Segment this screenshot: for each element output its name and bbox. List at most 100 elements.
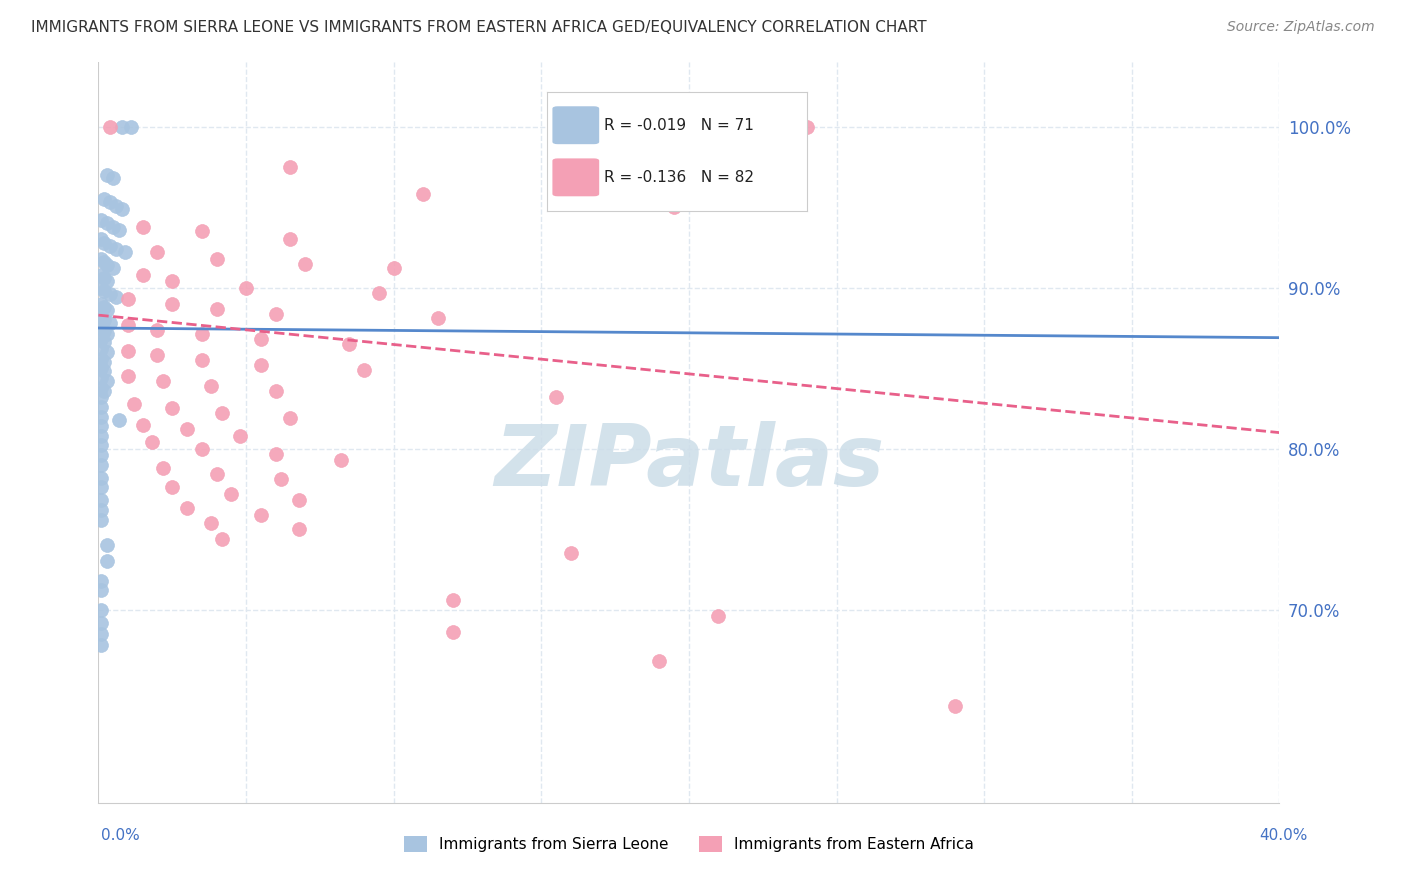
Point — [93, 284, 115, 298]
Point — [280, 232, 302, 246]
Point — [90, 419, 112, 434]
Point — [250, 332, 273, 346]
Point — [90, 321, 112, 335]
Point — [280, 411, 302, 425]
Point — [90, 380, 112, 394]
Point — [90, 448, 112, 462]
Point — [114, 245, 136, 260]
Point — [90, 503, 112, 517]
Point — [96, 538, 118, 552]
Point — [288, 493, 311, 508]
Point — [93, 355, 115, 369]
Text: 0.0%: 0.0% — [101, 829, 141, 843]
Point — [90, 297, 112, 311]
Point — [90, 493, 112, 508]
Point — [250, 508, 273, 522]
Point — [707, 609, 730, 624]
Point — [90, 390, 112, 404]
Point — [93, 192, 115, 206]
Point — [648, 654, 671, 668]
Point — [105, 290, 128, 304]
Point — [368, 285, 391, 300]
Point — [98, 120, 121, 134]
Point — [96, 554, 118, 568]
Point — [280, 160, 302, 174]
Point — [441, 593, 464, 607]
Point — [441, 625, 464, 640]
Point — [98, 316, 121, 330]
Point — [546, 390, 568, 404]
Point — [200, 379, 222, 393]
Point — [90, 371, 112, 385]
Point — [103, 261, 125, 276]
Point — [943, 699, 966, 714]
Point — [176, 422, 198, 436]
Point — [103, 219, 125, 234]
Point — [329, 453, 352, 467]
Point — [90, 512, 112, 526]
Point — [93, 324, 115, 338]
Point — [90, 351, 112, 366]
Point — [796, 120, 818, 134]
Point — [191, 353, 214, 368]
Point — [90, 400, 112, 414]
Point — [90, 602, 112, 616]
Point — [90, 458, 112, 472]
Point — [90, 342, 112, 356]
Point — [90, 638, 112, 652]
Point — [152, 461, 174, 475]
Point — [191, 327, 214, 342]
Text: IMMIGRANTS FROM SIERRA LEONE VS IMMIGRANTS FROM EASTERN AFRICA GED/EQUIVALENCY C: IMMIGRANTS FROM SIERRA LEONE VS IMMIGRAN… — [31, 20, 927, 35]
Point — [90, 268, 112, 282]
Point — [98, 195, 121, 210]
Point — [90, 361, 112, 376]
Point — [560, 546, 582, 560]
Point — [270, 472, 292, 486]
Point — [229, 429, 252, 443]
Point — [90, 232, 112, 246]
Point — [221, 487, 243, 501]
Point — [111, 202, 134, 216]
Point — [288, 522, 311, 536]
Point — [146, 245, 169, 260]
Point — [90, 429, 112, 443]
Legend: Immigrants from Sierra Leone, Immigrants from Eastern Africa: Immigrants from Sierra Leone, Immigrants… — [398, 830, 980, 858]
Point — [98, 287, 121, 301]
Text: ZIPatlas: ZIPatlas — [494, 421, 884, 504]
Point — [162, 274, 183, 288]
Point — [93, 364, 115, 378]
Point — [96, 216, 118, 230]
Point — [117, 318, 139, 332]
Point — [105, 242, 128, 256]
Point — [205, 252, 228, 266]
Point — [382, 261, 405, 276]
Point — [93, 313, 115, 327]
Point — [146, 348, 169, 362]
Point — [205, 467, 228, 482]
Point — [90, 480, 112, 494]
Point — [132, 268, 155, 282]
Point — [90, 281, 112, 295]
Point — [122, 397, 145, 411]
Point — [96, 274, 118, 288]
Point — [103, 171, 125, 186]
Point — [90, 213, 112, 227]
Text: Source: ZipAtlas.com: Source: ZipAtlas.com — [1227, 20, 1375, 34]
Point — [264, 306, 287, 320]
Point — [205, 301, 228, 316]
Point — [162, 480, 183, 494]
Point — [93, 300, 115, 314]
Point — [211, 406, 233, 420]
Point — [105, 199, 128, 213]
Point — [235, 281, 257, 295]
Point — [353, 363, 375, 377]
Point — [191, 224, 214, 238]
Point — [132, 219, 155, 234]
Point — [427, 311, 450, 326]
Point — [93, 255, 115, 269]
Point — [120, 120, 142, 134]
Point — [117, 369, 139, 384]
Point — [108, 223, 131, 237]
Point — [90, 252, 112, 266]
Point — [117, 292, 139, 306]
